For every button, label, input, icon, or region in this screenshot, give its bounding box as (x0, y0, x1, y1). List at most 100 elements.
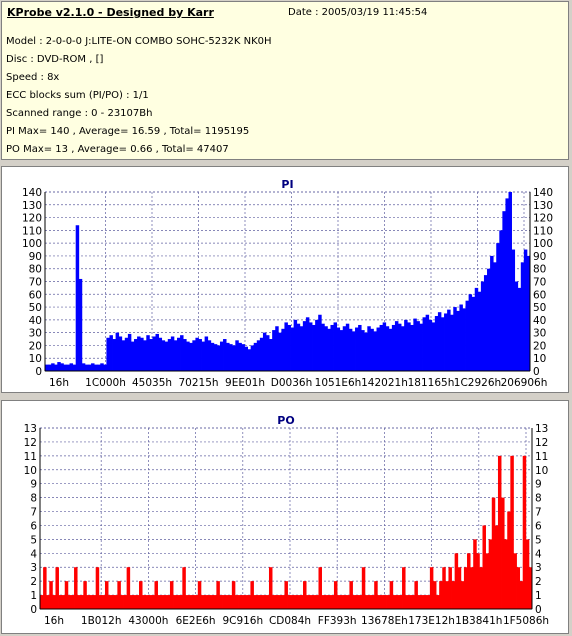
po-x-tick-label: 43000h (128, 615, 168, 627)
po-bar (185, 595, 189, 609)
pi-bar (143, 340, 147, 371)
pi-bar (391, 324, 396, 371)
po-bar (139, 581, 143, 609)
pi-bar (385, 326, 390, 371)
po-bar (120, 595, 124, 609)
pi-bar (167, 339, 172, 371)
pi-bar (428, 319, 433, 371)
po-bar (108, 595, 112, 609)
po-bar (173, 595, 177, 609)
po-bar (238, 595, 242, 609)
po-bar (501, 497, 505, 609)
pi-bar (290, 327, 295, 371)
pi-y-tick-left: 120 (22, 213, 42, 225)
pi-bar (253, 342, 258, 371)
pi-bar (195, 337, 199, 371)
pi-bar (505, 198, 509, 371)
pi-bar (161, 340, 166, 371)
po-bar (377, 595, 381, 609)
po-bar (389, 581, 394, 609)
po-x-tick-label: 9C916h (222, 615, 263, 627)
pi-bar (180, 335, 184, 371)
po-bar (287, 595, 292, 609)
pi-bar (149, 339, 153, 371)
pi-bar (226, 342, 230, 371)
pi-bar (137, 336, 141, 371)
pi-bar (358, 324, 362, 371)
po-bar (315, 595, 319, 609)
pi-bar (321, 323, 325, 371)
po-x-tick-label: FF393h (318, 615, 357, 627)
pi-bar (302, 321, 307, 371)
po-bar (225, 595, 230, 609)
pi-bar (275, 326, 279, 371)
pi-bar (477, 291, 482, 371)
po-bar (213, 595, 217, 609)
po-bar (126, 567, 131, 609)
po-bar (374, 581, 378, 609)
po-bar (436, 595, 440, 609)
po-bar (210, 595, 214, 609)
po-bar (296, 595, 301, 609)
speed-line: Speed : 8x (6, 72, 60, 83)
pi-bar (155, 333, 159, 371)
pi-bar (499, 230, 503, 371)
pi-y-tick-left: 140 (22, 187, 42, 199)
po-y-tick-left: 8 (30, 493, 37, 505)
pi-x-tick-label: 1C2926h (454, 377, 501, 389)
pi-bar (382, 322, 387, 371)
po-bar (231, 581, 236, 609)
po-bar (488, 539, 493, 609)
po-bar (361, 567, 366, 609)
pi-bar (514, 281, 519, 371)
pi-bar (520, 262, 525, 371)
pi-bar (281, 328, 285, 371)
pi-y-tick-left: 30 (29, 328, 42, 340)
po-x-tick-label: 1B3841h (455, 615, 502, 627)
po-bar (163, 595, 168, 609)
pi-bar (453, 307, 457, 371)
pi-bar (69, 363, 74, 371)
po-bar (86, 595, 90, 609)
po-bar (386, 595, 391, 609)
pi-bar (259, 337, 264, 371)
pi-bar (48, 364, 52, 371)
pi-y-tick-right: 40 (533, 315, 546, 327)
po-bar (383, 595, 387, 609)
pi-bar (444, 313, 448, 371)
po-bar (58, 595, 63, 609)
pi-bar (186, 341, 190, 371)
pi-chart-panel: PI 0 0 10 10 20 20 30 30 40 40 50 50 60 60 70 70 80 80 90 90… (1, 166, 569, 393)
pi-bar (471, 296, 476, 371)
po-bar (204, 595, 208, 609)
pi-bar (238, 342, 242, 371)
pi-y-tick-right: 20 (533, 340, 546, 352)
pi-bar (422, 317, 427, 371)
po-bar (516, 567, 521, 609)
po-bar (454, 553, 459, 609)
po-bar (479, 567, 483, 609)
po-chart-title: PO (277, 414, 294, 427)
pi-bar (54, 364, 58, 371)
pi-bar (223, 339, 227, 371)
pi-bar (367, 326, 371, 371)
pi-x-tick-label: 206906h (501, 377, 548, 389)
pi-bar (112, 339, 117, 371)
info-panel: KProbe v2.1.0 - Designed by Karr Date : … (1, 1, 569, 160)
po-bar (101, 595, 106, 609)
pi-bar (315, 319, 319, 371)
po-bar (222, 595, 227, 609)
pi-bar (339, 330, 344, 371)
po-bar (525, 539, 530, 609)
pi-y-tick-right: 70 (533, 277, 546, 289)
po-bar (83, 581, 87, 609)
pi-y-tick-left: 110 (22, 225, 42, 237)
po-bar (482, 525, 486, 609)
po-bar (132, 595, 137, 609)
po-y-tick-right: 8 (535, 493, 542, 505)
pi-bar (247, 349, 252, 371)
pi-bar (468, 294, 473, 371)
po-bar (457, 567, 462, 609)
pi-bar (127, 333, 132, 371)
pi-y-tick-right: 130 (533, 200, 553, 212)
